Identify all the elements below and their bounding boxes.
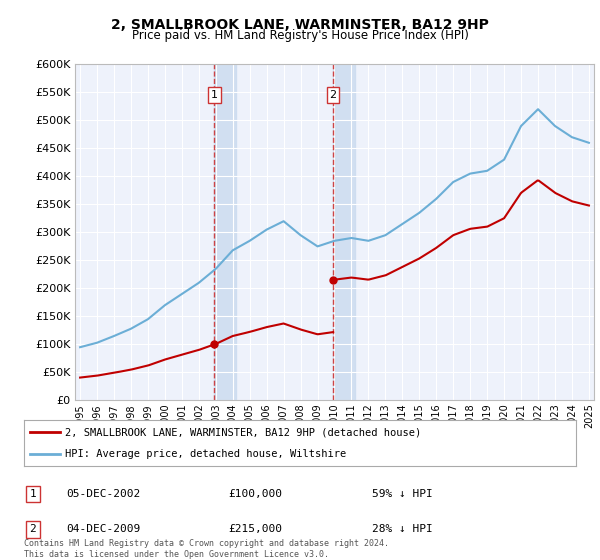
Text: HPI: Average price, detached house, Wiltshire: HPI: Average price, detached house, Wilt… <box>65 449 347 459</box>
Text: 04-DEC-2009: 04-DEC-2009 <box>66 524 140 534</box>
Text: Contains HM Land Registry data © Crown copyright and database right 2024.
This d: Contains HM Land Registry data © Crown c… <box>24 539 389 559</box>
Bar <box>214 64 236 400</box>
Text: £100,000: £100,000 <box>228 489 282 499</box>
Text: 2: 2 <box>29 524 37 534</box>
Text: 05-DEC-2002: 05-DEC-2002 <box>66 489 140 499</box>
Text: 1: 1 <box>29 489 37 499</box>
Text: 2, SMALLBROOK LANE, WARMINSTER, BA12 9HP (detached house): 2, SMALLBROOK LANE, WARMINSTER, BA12 9HP… <box>65 427 422 437</box>
Text: 1: 1 <box>211 90 218 100</box>
Text: £215,000: £215,000 <box>228 524 282 534</box>
Text: Price paid vs. HM Land Registry's House Price Index (HPI): Price paid vs. HM Land Registry's House … <box>131 29 469 42</box>
Bar <box>333 64 355 400</box>
Text: 59% ↓ HPI: 59% ↓ HPI <box>372 489 433 499</box>
Text: 2, SMALLBROOK LANE, WARMINSTER, BA12 9HP: 2, SMALLBROOK LANE, WARMINSTER, BA12 9HP <box>111 18 489 32</box>
Text: 28% ↓ HPI: 28% ↓ HPI <box>372 524 433 534</box>
Text: 2: 2 <box>329 90 337 100</box>
